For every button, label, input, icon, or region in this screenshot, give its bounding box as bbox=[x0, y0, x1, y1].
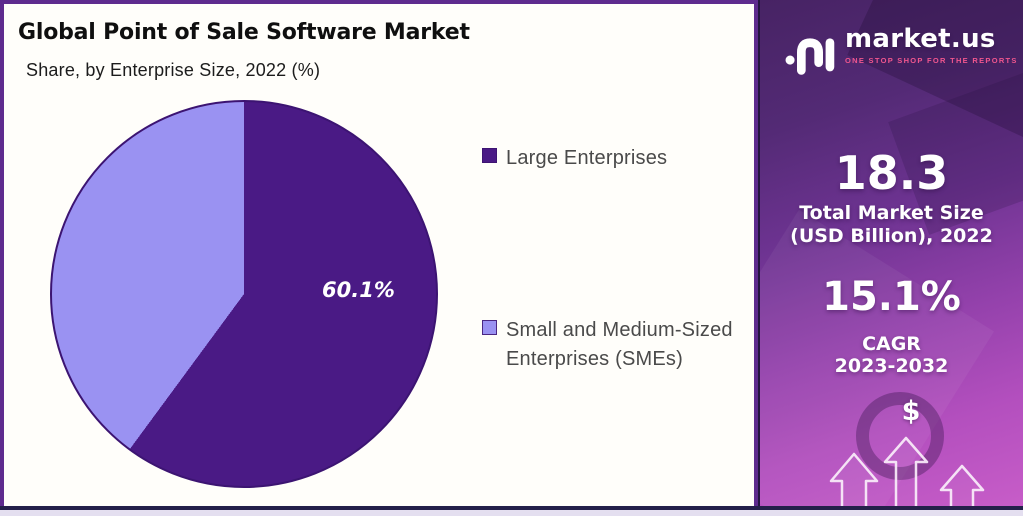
up-arrow-icon bbox=[828, 452, 880, 513]
legend-swatch-smes bbox=[482, 320, 497, 335]
legend-item-smes: Small and Medium-Sized Enterprises (SMEs… bbox=[482, 316, 750, 374]
brand-panel: market.us ONE STOP SHOP FOR THE REPORTS … bbox=[758, 0, 1023, 516]
stat-cagr-label-line2: 2023-2032 bbox=[834, 354, 949, 377]
stat-market-size-label-line2: (USD Billion), 2022 bbox=[790, 224, 993, 247]
page-title: Global Point of Sale Software Market bbox=[18, 20, 470, 45]
stat-market-size-label: Total Market Size (USD Billion), 2022 bbox=[760, 202, 1023, 248]
footer-light-strip bbox=[0, 510, 1023, 516]
stat-market-size-label-line1: Total Market Size bbox=[799, 202, 984, 224]
market-us-logo-icon bbox=[785, 38, 835, 75]
stat-cagr-label-line1: CAGR bbox=[862, 333, 921, 355]
footer-dark-strip bbox=[0, 506, 1023, 510]
brand-name: market.us bbox=[845, 24, 996, 54]
brand-logo: market.us ONE STOP SHOP FOR THE REPORTS bbox=[784, 26, 1018, 78]
chart-subtitle: Share, by Enterprise Size, 2022 (%) bbox=[26, 60, 321, 80]
brand-tagline: ONE STOP SHOP FOR THE REPORTS bbox=[845, 56, 1018, 65]
stat-market-size-value: 18.3 bbox=[834, 146, 949, 200]
stat-cagr-value: 15.1% bbox=[822, 274, 961, 320]
pie-chart bbox=[50, 100, 438, 488]
pie-slice-data-label: 60.1% bbox=[322, 278, 395, 302]
chart-legend: Large Enterprises Small and Medium-Sized… bbox=[482, 144, 750, 374]
stat-cagr-label: CAGR 2023-2032 bbox=[760, 333, 1023, 378]
legend-swatch-large-enterprises bbox=[482, 148, 497, 163]
legend-label-large-enterprises: Large Enterprises bbox=[506, 147, 668, 169]
legend-label-smes: Small and Medium-Sized Enterprises (SMEs… bbox=[506, 319, 733, 370]
dollar-sign-icon: $ bbox=[901, 396, 921, 427]
chart-card: Global Point of Sale Software Market Sha… bbox=[0, 0, 758, 516]
brand-text: market.us ONE STOP SHOP FOR THE REPORTS bbox=[845, 26, 1018, 65]
up-arrow-icon bbox=[882, 436, 930, 516]
legend-item-large-enterprises: Large Enterprises bbox=[482, 144, 750, 173]
